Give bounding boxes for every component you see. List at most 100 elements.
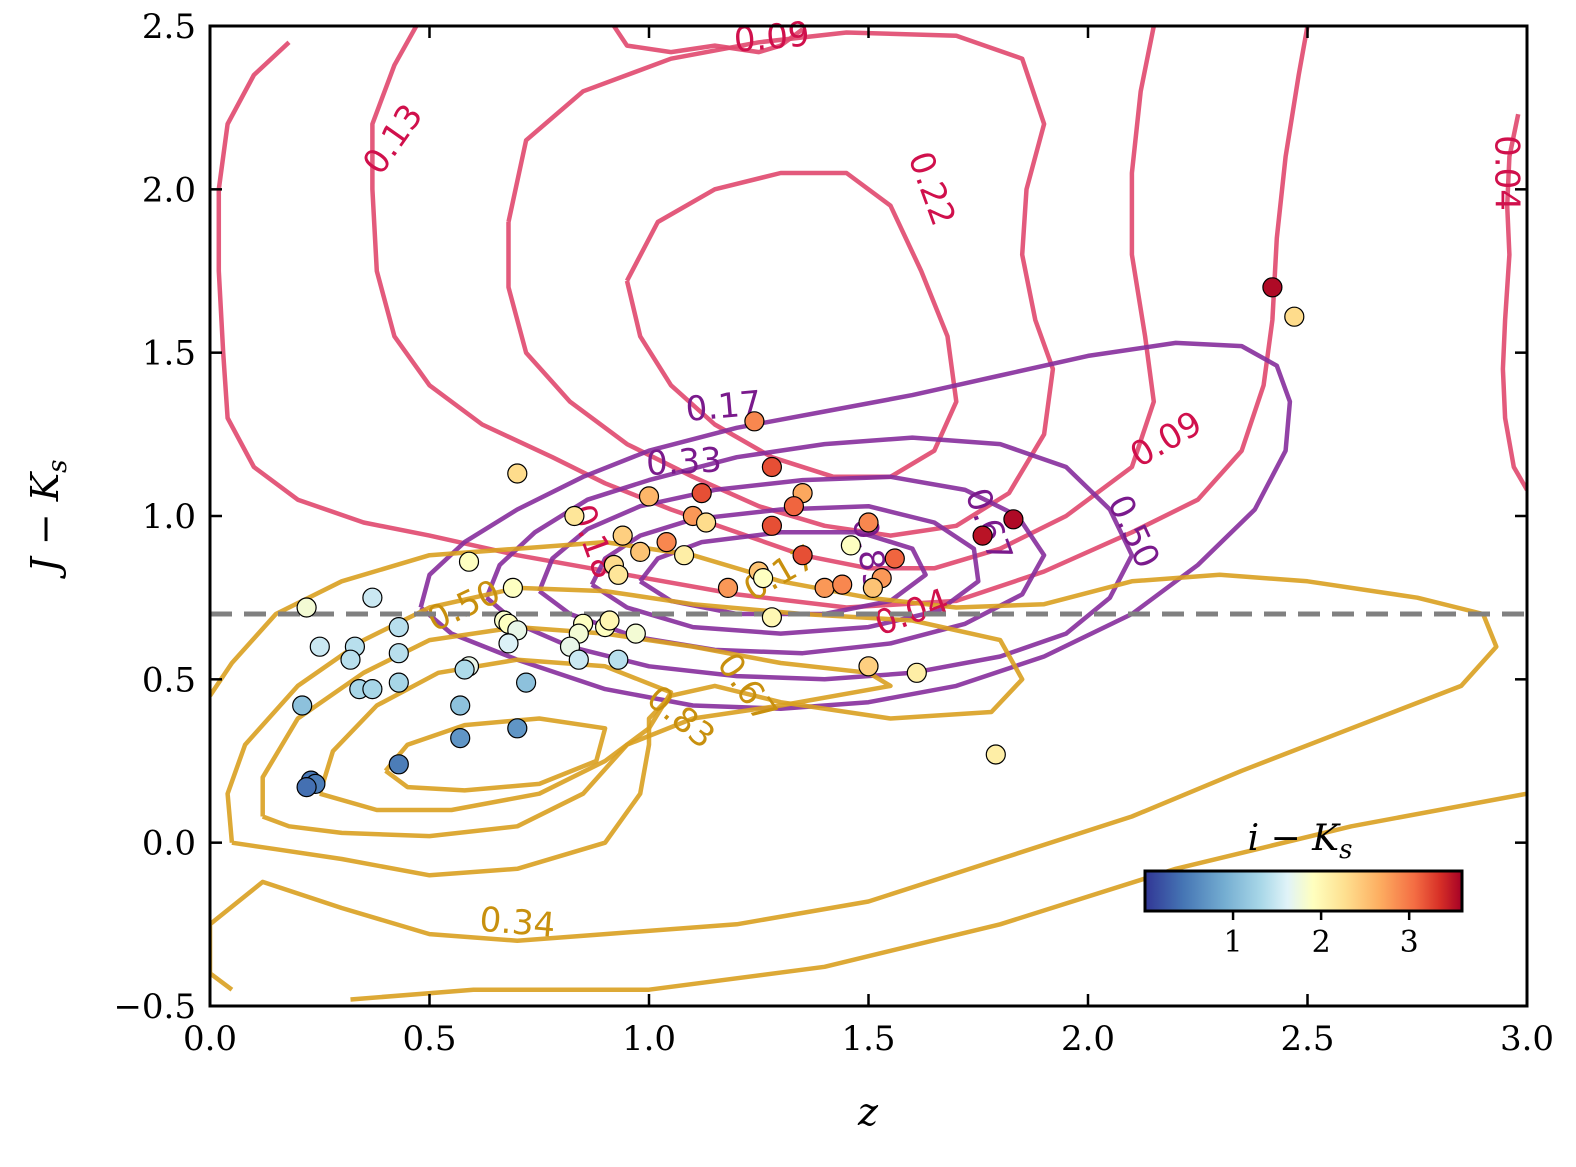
contour-label: 0.33 bbox=[645, 440, 723, 484]
data-point bbox=[608, 649, 629, 670]
contour-line bbox=[418, 340, 1293, 711]
data-point bbox=[498, 633, 519, 654]
data-point bbox=[884, 548, 905, 569]
contour-line bbox=[624, 170, 959, 480]
data-point bbox=[858, 512, 879, 533]
x-axis-ticks: 0.0 0.5 1.0 1.5 2.0 2.5 3.0 bbox=[183, 26, 1554, 1059]
x-tick-label: 3.0 bbox=[1500, 1019, 1554, 1059]
data-point bbox=[673, 545, 695, 566]
data-point bbox=[906, 662, 927, 683]
data-point bbox=[388, 643, 409, 664]
colorbar-title-main: i − K bbox=[1248, 818, 1342, 859]
x-tick-label: 1.5 bbox=[841, 1019, 895, 1059]
x-tick-label: 2.0 bbox=[1061, 1019, 1115, 1059]
contour-label: 0.09 bbox=[732, 14, 811, 60]
y-tick-label: 0.5 bbox=[142, 660, 196, 700]
x-tick-label: 2.5 bbox=[1280, 1019, 1334, 1059]
data-point bbox=[638, 486, 660, 507]
contour-line bbox=[383, 716, 608, 793]
x-tick-label: 0.5 bbox=[402, 1019, 456, 1059]
contour-label: 0.22 bbox=[900, 146, 963, 231]
contour-line bbox=[350, 791, 1527, 1002]
data-point bbox=[292, 695, 313, 716]
data-point bbox=[564, 505, 585, 527]
data-point bbox=[840, 535, 862, 556]
contour-line bbox=[612, 26, 804, 55]
contour-line bbox=[506, 30, 1056, 538]
data-point bbox=[515, 672, 537, 693]
data-point bbox=[814, 577, 835, 599]
data-point bbox=[783, 496, 805, 517]
contour-label: 0.34 bbox=[478, 900, 557, 946]
y-tick-label: 2.0 bbox=[142, 170, 196, 210]
colorbar-title: i − Ks bbox=[1248, 818, 1353, 865]
x-tick-label: 1.0 bbox=[622, 1019, 676, 1059]
data-point bbox=[454, 659, 475, 680]
data-point bbox=[858, 656, 879, 677]
colorbar: i − Ks 1 2 3 bbox=[1143, 818, 1464, 960]
data-point bbox=[340, 649, 361, 670]
contour-label: 0.09 bbox=[1123, 403, 1209, 475]
data-point bbox=[568, 649, 589, 670]
data-point bbox=[612, 525, 633, 546]
contour-line bbox=[589, 503, 981, 636]
data-point bbox=[362, 587, 383, 608]
contour-line bbox=[216, 26, 1310, 610]
y-axis-label: J − Ks bbox=[23, 460, 73, 580]
data-point bbox=[761, 607, 783, 628]
contour-line bbox=[317, 657, 674, 813]
data-point bbox=[507, 463, 528, 484]
data-point bbox=[630, 541, 651, 563]
data-point bbox=[599, 610, 620, 631]
data-point bbox=[862, 577, 884, 599]
contour-line bbox=[260, 624, 893, 839]
data-point bbox=[458, 551, 480, 572]
y-tick-label: −0.5 bbox=[113, 987, 196, 1027]
colorbar-gradient bbox=[1143, 869, 1464, 913]
data-point bbox=[1003, 509, 1024, 530]
data-point bbox=[608, 564, 629, 585]
y-tick-label: 1.5 bbox=[142, 334, 196, 374]
x-axis-label: z bbox=[857, 1090, 879, 1134]
data-point bbox=[502, 577, 524, 599]
data-point bbox=[362, 678, 383, 700]
data-point bbox=[761, 456, 783, 478]
data-point bbox=[296, 597, 317, 618]
y-axis-label-sub: s bbox=[43, 460, 73, 473]
contour-line bbox=[370, 26, 1157, 571]
data-point bbox=[985, 744, 1006, 765]
contour-label: 0.13 bbox=[355, 97, 431, 182]
data-point bbox=[388, 754, 409, 775]
colorbar-ticks: 1 2 3 bbox=[1224, 911, 1419, 960]
contour-line bbox=[225, 585, 1025, 878]
data-point bbox=[625, 623, 646, 644]
data-point bbox=[717, 577, 739, 599]
colorbar-tick-label: 3 bbox=[1400, 925, 1419, 960]
data-point bbox=[832, 574, 853, 595]
y-tick-label: 1.0 bbox=[142, 497, 196, 537]
data-point bbox=[296, 776, 317, 798]
contour-line bbox=[1500, 113, 1527, 492]
data-point bbox=[972, 525, 993, 546]
data-point bbox=[507, 718, 528, 739]
data-point bbox=[1262, 277, 1283, 298]
data-point bbox=[695, 512, 717, 533]
colorbar-tick-label: 2 bbox=[1312, 925, 1331, 960]
contour-label: 0.04 bbox=[1487, 135, 1527, 211]
y-tick-label: 2.5 bbox=[142, 7, 196, 47]
contour-label-layer: 0.040.090.130.180.220.170.330.500.670.83… bbox=[355, 14, 1527, 946]
data-point bbox=[752, 567, 774, 589]
y-tick-label: 0.0 bbox=[142, 824, 196, 864]
data-point bbox=[1284, 306, 1305, 327]
data-point bbox=[309, 636, 330, 657]
contour-label: 0.83 bbox=[639, 678, 723, 757]
data-point bbox=[450, 727, 471, 749]
data-point bbox=[691, 483, 712, 504]
data-point bbox=[656, 531, 677, 553]
data-point bbox=[388, 672, 409, 693]
colorbar-tick-label: 1 bbox=[1224, 925, 1243, 960]
data-point bbox=[744, 411, 765, 432]
contour-layer bbox=[210, 26, 1527, 1002]
y-axis-ticks: −0.5 0.0 0.5 1.0 1.5 2.0 2.5 bbox=[113, 7, 1527, 1027]
